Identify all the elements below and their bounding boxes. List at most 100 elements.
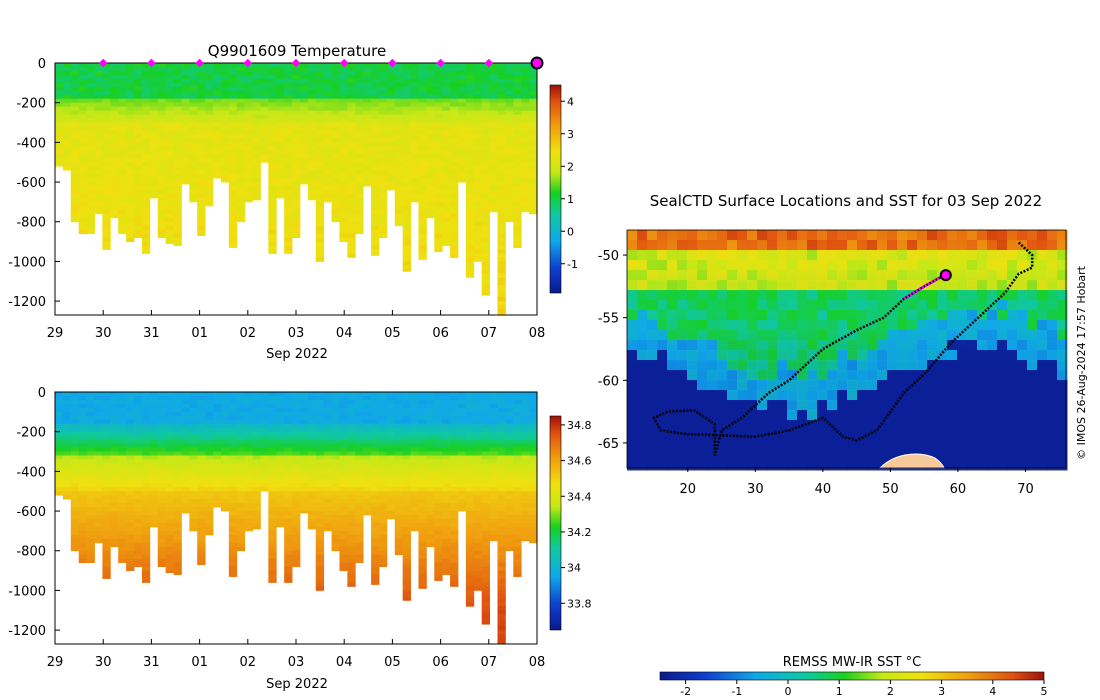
section-cell <box>323 483 332 488</box>
section-cell <box>126 186 135 191</box>
section-cell <box>181 475 190 480</box>
section-cell <box>521 90 530 96</box>
section-cell <box>189 78 198 84</box>
section-cell <box>86 411 95 417</box>
section-cell <box>197 467 206 472</box>
section-cell <box>292 443 301 448</box>
section-cell <box>513 122 522 127</box>
section-cell <box>378 447 388 452</box>
section-cell <box>481 122 490 127</box>
section-cell <box>276 142 285 147</box>
section-cell <box>70 217 80 223</box>
section-cell <box>260 487 269 492</box>
section-cell <box>521 86 530 92</box>
section-cell <box>284 221 293 227</box>
section-cell <box>347 558 356 564</box>
section-cell <box>141 229 151 235</box>
profile-column <box>521 63 530 213</box>
section-cell <box>307 197 317 201</box>
section-cell <box>86 554 95 560</box>
section-cell <box>481 594 490 599</box>
section-cell <box>315 483 325 488</box>
section-cell <box>371 233 380 239</box>
section-cell <box>434 467 443 472</box>
section-cell <box>228 217 238 223</box>
section-cell <box>402 150 411 155</box>
section-cell <box>284 499 293 504</box>
section-cell <box>149 515 159 520</box>
section-cell <box>386 495 396 500</box>
section-cell <box>410 419 419 425</box>
section-cell <box>418 392 427 397</box>
section-cell <box>173 106 182 112</box>
section-cell <box>442 197 451 203</box>
section-cell <box>497 118 506 123</box>
section-cell <box>70 146 80 151</box>
section-cell <box>323 102 332 108</box>
section-cell <box>402 515 411 520</box>
section-cell <box>315 66 325 72</box>
section-cell <box>70 455 80 460</box>
section-cell <box>189 427 198 433</box>
section-cell <box>197 395 206 401</box>
section-cell <box>110 142 119 147</box>
section-cell <box>118 209 127 215</box>
section-cell <box>220 403 230 409</box>
section-cell <box>157 534 167 540</box>
section-cell <box>371 423 380 429</box>
section-cell <box>378 233 388 239</box>
section-cell <box>307 130 317 135</box>
section-cell <box>165 403 174 409</box>
section-cell <box>197 209 206 215</box>
section-cell <box>371 471 380 476</box>
section-cell <box>141 530 151 536</box>
section-cell <box>513 217 522 223</box>
profile-column <box>347 392 356 587</box>
section-cell <box>410 150 419 155</box>
section-cell <box>378 403 388 409</box>
section-cell <box>323 74 332 80</box>
section-cell <box>457 491 467 496</box>
section-cell <box>513 114 522 119</box>
section-cell <box>134 550 143 556</box>
profile-column <box>489 63 498 213</box>
section-cell <box>86 443 95 448</box>
profile-column <box>331 392 340 552</box>
section-cell <box>473 114 483 119</box>
section-cell <box>450 542 459 548</box>
section-cell <box>173 499 182 504</box>
section-cell <box>292 550 301 556</box>
section-cell <box>126 166 135 171</box>
section-cell <box>55 455 64 460</box>
section-cell <box>276 483 285 488</box>
section-cell <box>252 403 261 409</box>
section-cell <box>284 225 293 231</box>
section-cell <box>252 491 261 496</box>
section-cell <box>473 503 483 508</box>
section-cell <box>418 142 427 147</box>
section-cell <box>189 499 198 504</box>
section-cell <box>378 221 388 227</box>
section-cell <box>489 66 498 72</box>
section-cell <box>236 186 246 191</box>
section-cell <box>213 467 222 472</box>
section-cell <box>213 94 222 100</box>
section-cell <box>126 158 135 163</box>
section-cell <box>284 554 293 560</box>
section-cell <box>363 491 372 496</box>
section-cell <box>402 241 411 246</box>
section-cell <box>157 102 167 108</box>
section-cell <box>141 170 151 175</box>
profile-column <box>70 392 80 552</box>
section-cell <box>355 122 364 127</box>
section-cell <box>236 395 246 401</box>
section-cell <box>86 102 95 108</box>
section-cell <box>165 518 174 524</box>
section-cell <box>299 178 309 183</box>
section-cell <box>118 471 127 476</box>
section-cell <box>418 166 427 171</box>
section-cell <box>181 178 190 183</box>
section-cell <box>323 146 332 151</box>
section-cell <box>181 483 190 488</box>
section-cell <box>339 197 348 203</box>
